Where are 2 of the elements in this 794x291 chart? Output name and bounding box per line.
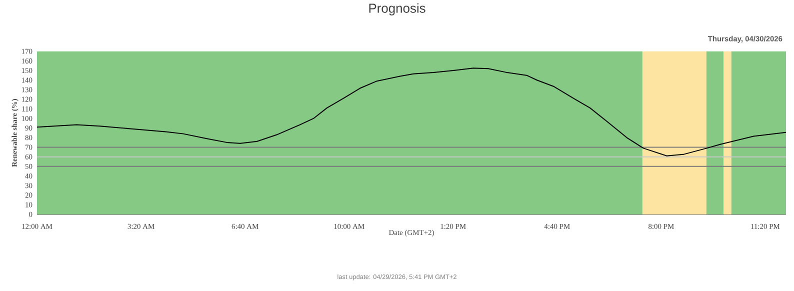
chart-title: Prognosis [369, 3, 426, 16]
line-series [36, 67, 787, 156]
